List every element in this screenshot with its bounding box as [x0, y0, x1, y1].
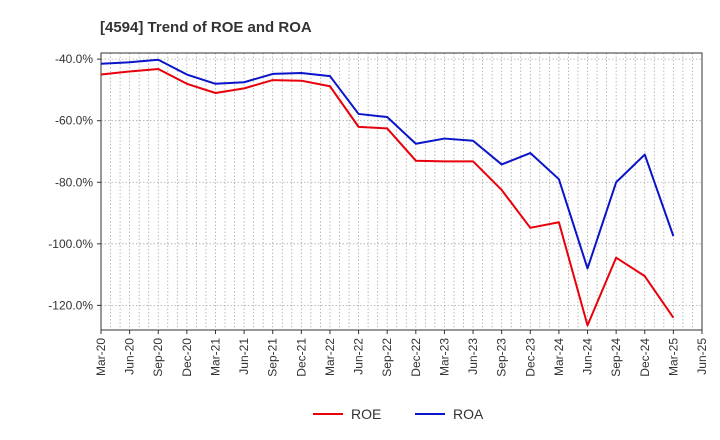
x-tick-label: Sep-21	[266, 338, 280, 377]
data-point-roe	[616, 257, 617, 258]
data-point-roa	[129, 62, 130, 63]
series-layer	[100, 58, 675, 327]
data-point-roa	[616, 182, 617, 183]
data-point-roe	[358, 126, 359, 127]
x-tick-label: Mar-21	[208, 338, 222, 376]
x-tick-label: Dec-21	[294, 338, 308, 377]
data-point-roe	[501, 189, 502, 190]
data-point-roe	[673, 317, 674, 318]
data-point-roa	[473, 140, 474, 141]
data-point-roa	[644, 154, 645, 155]
y-tick-label: -120.0%	[48, 298, 93, 312]
data-point-roa	[387, 117, 388, 118]
data-point-roe	[129, 71, 130, 72]
data-point-roa	[444, 138, 445, 139]
data-point-roa	[186, 74, 187, 75]
plot-frame	[100, 52, 703, 331]
data-point-roa	[301, 73, 302, 74]
data-point-roe	[587, 325, 588, 326]
legend-label-roa: ROA	[453, 406, 484, 422]
data-point-roa	[358, 113, 359, 114]
data-point-roa	[215, 83, 216, 84]
x-tick-label: Jun-21	[237, 338, 251, 375]
data-point-roe	[558, 222, 559, 223]
x-tick-label: Mar-20	[94, 338, 108, 376]
x-tick-label: Jun-25	[695, 338, 709, 375]
series-line-roa	[100, 58, 675, 270]
data-point-roe	[530, 227, 531, 228]
data-point-roa	[272, 73, 273, 74]
data-point-roe	[272, 80, 273, 81]
legend-label-roe: ROE	[351, 406, 381, 422]
x-tick-label: Mar-22	[323, 338, 337, 376]
data-point-roa	[587, 268, 588, 269]
data-point-roa	[101, 63, 102, 64]
data-point-roe	[244, 88, 245, 89]
x-tick-label: Jun-23	[466, 338, 480, 375]
x-tick-label: Mar-24	[552, 338, 566, 376]
y-tick-label: -100.0%	[48, 237, 93, 251]
x-tick-label: Dec-20	[180, 338, 194, 377]
data-point-roe	[301, 80, 302, 81]
x-tick-label: Dec-24	[638, 338, 652, 377]
y-tick-label: -40.0%	[55, 52, 93, 66]
data-point-roa	[501, 164, 502, 165]
data-point-roe	[186, 83, 187, 84]
data-point-roa	[530, 153, 531, 154]
data-point-roe	[101, 74, 102, 75]
y-tick-label: -80.0%	[55, 175, 93, 189]
x-tick-label: Dec-22	[409, 338, 423, 377]
x-tick-label: Mar-23	[437, 338, 451, 376]
x-tick-label: Jun-20	[123, 338, 137, 375]
data-point-roe	[158, 69, 159, 70]
data-point-roa	[158, 59, 159, 60]
data-point-roa	[558, 179, 559, 180]
chart-title: [4594] Trend of ROE and ROA	[100, 19, 312, 36]
data-point-roe	[215, 93, 216, 94]
x-tick-label: Sep-22	[380, 338, 394, 377]
data-point-roe	[473, 161, 474, 162]
y-tick-label: -60.0%	[55, 114, 93, 128]
x-axis-ticks: Mar-20 Jun-20 Sep-20 Dec-20 Mar-21 Jun-21 Sep-…	[94, 330, 709, 377]
x-tick-label: Sep-24	[609, 338, 623, 377]
x-tick-label: Sep-20	[151, 338, 165, 377]
data-point-roe	[644, 276, 645, 277]
series-line-roe	[100, 68, 675, 327]
data-point-roe	[444, 161, 445, 162]
data-point-roe	[329, 86, 330, 87]
grid-layer	[101, 53, 702, 330]
legend: ROE ROA	[313, 406, 484, 422]
data-point-roa	[329, 76, 330, 77]
data-point-roe	[387, 128, 388, 129]
x-tick-label: Sep-23	[495, 338, 509, 377]
data-point-roa	[244, 82, 245, 83]
x-tick-label: Dec-23	[523, 338, 537, 377]
data-point-roa	[673, 236, 674, 237]
x-tick-label: Mar-25	[666, 338, 680, 376]
x-tick-label: Jun-22	[352, 338, 366, 375]
x-tick-label: Jun-24	[581, 338, 595, 375]
y-axis-ticks: -40.0% -60.0% -80.0% -100.0% -120.0%	[48, 52, 101, 312]
data-point-roa	[415, 143, 416, 144]
data-point-roe	[415, 160, 416, 161]
